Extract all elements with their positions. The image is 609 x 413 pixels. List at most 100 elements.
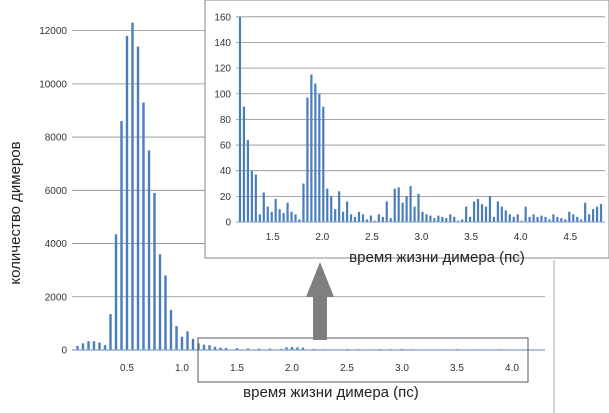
- inset-bar: [480, 204, 484, 222]
- inset-bar: [568, 211, 571, 222]
- main-y-tick-label: 12000: [39, 26, 67, 37]
- inset-bar: [476, 198, 480, 222]
- main-x-tick-label: 4.0: [505, 363, 519, 374]
- inset-y-tick-label: 0: [225, 218, 231, 229]
- inset-bar: [361, 214, 365, 222]
- inset-bar: [524, 206, 527, 222]
- main-y-tick-label: 0: [61, 346, 67, 357]
- inset-bar: [278, 209, 281, 222]
- inset-bar: [357, 211, 361, 222]
- inset-x-tick-label: 1.5: [266, 232, 280, 243]
- inset-bar: [405, 196, 408, 222]
- main-chart-x-ticks: 0.5 1.0 1.5 2.0 2.5 3.0 3.5 4.0: [120, 363, 519, 374]
- inset-bar: [449, 214, 452, 222]
- inset-bar: [488, 196, 492, 222]
- inset-bar: [246, 139, 250, 222]
- inset-bar: [461, 219, 464, 222]
- inset-x-tick-label: 2.5: [365, 232, 379, 243]
- main-x-tick-label: 1.0: [175, 363, 189, 374]
- zoom-region-box: [197, 337, 529, 383]
- inset-bar: [580, 219, 583, 222]
- main-bar: [175, 326, 178, 350]
- main-bar: [208, 345, 211, 350]
- inset-y-tick-label: 140: [214, 38, 231, 49]
- main-bar: [81, 343, 85, 350]
- inset-bar: [417, 193, 420, 222]
- inset-bar: [536, 216, 539, 222]
- inset-bar: [242, 106, 246, 222]
- inset-bar: [381, 216, 384, 222]
- inset-bar: [401, 202, 404, 222]
- main-bar: [191, 338, 195, 350]
- main-chart-y-axis-label: количество димеров: [7, 141, 24, 284]
- main-bar: [125, 35, 129, 350]
- main-y-tick-label: 8000: [45, 133, 68, 144]
- main-x-tick-label: 1.5: [230, 363, 244, 374]
- main-bar: [186, 331, 189, 350]
- inset-bar: [465, 206, 468, 222]
- inset-bar: [572, 214, 575, 222]
- inset-chart-x-axis-label: время жизни димера (пс): [349, 249, 525, 266]
- inset-bar: [445, 218, 448, 222]
- inset-y-tick-label: 80: [220, 115, 232, 126]
- main-bar: [169, 310, 173, 350]
- main-bar: [87, 341, 90, 350]
- main-y-tick-label: 4000: [45, 239, 68, 250]
- inset-bar: [266, 206, 269, 222]
- inset-x-tick-label: 4.5: [563, 232, 577, 243]
- inset-x-tick-label: 3.0: [415, 232, 429, 243]
- inset-bar: [314, 83, 317, 222]
- inset-bar: [369, 215, 373, 222]
- inset-bar: [290, 211, 293, 222]
- inset-bar: [282, 213, 285, 222]
- inset-bar: [330, 196, 333, 222]
- inset-bar: [437, 215, 440, 222]
- inset-bar: [409, 186, 412, 222]
- main-chart-x-axis-label: время жизни димера (пс): [243, 384, 419, 401]
- inset-bar: [472, 201, 476, 222]
- inset-bar: [599, 204, 603, 222]
- inset-bar: [552, 214, 555, 222]
- inset-y-tick-label: 60: [220, 141, 232, 152]
- main-bar: [219, 347, 222, 350]
- inset-bar: [306, 97, 309, 222]
- inset-bar: [520, 220, 523, 222]
- inset-bar: [532, 214, 535, 222]
- inset-y-tick-label: 100: [214, 89, 231, 100]
- inset-chart-gridlines: [236, 16, 605, 197]
- inset-bar: [429, 215, 432, 222]
- inset-bar: [544, 216, 547, 222]
- inset-bar: [286, 202, 289, 222]
- inset-bar: [441, 216, 444, 222]
- inset-bar: [254, 174, 257, 222]
- main-bar: [158, 254, 162, 350]
- main-bar: [290, 347, 294, 350]
- inset-bar: [310, 74, 313, 222]
- inset-bar: [516, 214, 519, 222]
- inset-bar: [484, 206, 488, 222]
- main-bar: [131, 22, 134, 351]
- inset-bar: [238, 16, 242, 222]
- inset-y-tick-label: 120: [214, 64, 231, 75]
- inset-bar: [453, 216, 456, 222]
- main-bar: [120, 121, 123, 350]
- inset-bar: [504, 210, 507, 222]
- inset-bar: [342, 211, 345, 222]
- inset-bar: [584, 202, 587, 222]
- inset-bar: [413, 206, 416, 222]
- inset-bar: [433, 218, 436, 222]
- inset-bar: [393, 188, 396, 222]
- inset-bar: [425, 214, 428, 222]
- inset-bar: [385, 201, 388, 222]
- main-bar: [268, 348, 272, 350]
- inset-bar: [421, 211, 424, 222]
- inset-y-tick-label: 160: [214, 12, 231, 23]
- inset-bar: [556, 216, 559, 222]
- main-x-tick-label: 2.5: [340, 363, 354, 374]
- inset-bar: [322, 106, 325, 222]
- inset-bar: [262, 192, 265, 222]
- main-bar: [147, 150, 151, 350]
- main-bar: [296, 347, 299, 350]
- main-bar: [257, 348, 261, 350]
- inset-x-tick-label: 4.0: [514, 232, 528, 243]
